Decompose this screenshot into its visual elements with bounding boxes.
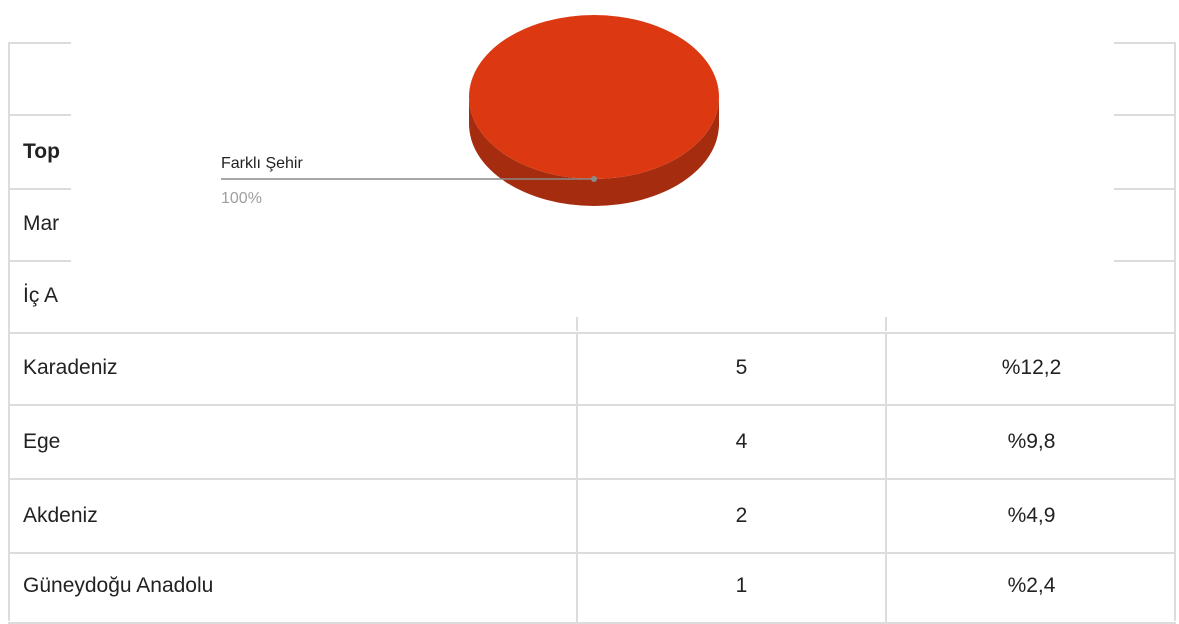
- column-divider: [576, 332, 578, 404]
- column-divider: [885, 406, 887, 478]
- row-label: Güneydoğu Anadolu: [23, 574, 214, 597]
- slice-percent-label: 100%: [221, 190, 262, 207]
- column-divider: [576, 480, 578, 552]
- row-label: Akdeniz: [23, 504, 98, 527]
- header-label: Top: [23, 140, 60, 163]
- table-row: İç A: [8, 260, 1176, 334]
- row-label: Mar: [23, 212, 60, 235]
- row-percent: %2,4: [1007, 574, 1056, 597]
- row-label: Ege: [23, 430, 61, 453]
- pie-slice[interactable]: [469, 15, 719, 179]
- row-count: 1: [735, 574, 748, 597]
- column-divider: [576, 406, 578, 478]
- column-divider-stub: [885, 317, 887, 331]
- row-percent: %4,9: [1007, 504, 1056, 527]
- column-divider: [885, 332, 887, 404]
- column-divider: [885, 550, 887, 622]
- row-count: 4: [735, 430, 748, 453]
- row-percent: %12,2: [1001, 356, 1062, 379]
- column-divider: [885, 480, 887, 552]
- row-count: 5: [735, 356, 748, 379]
- column-divider-stub: [576, 317, 578, 331]
- slice-label: Farklı Şehir: [221, 155, 303, 172]
- table-row: Karadeniz 5 %12,2: [8, 332, 1176, 406]
- table-left-border: [8, 42, 10, 621]
- column-divider: [576, 550, 578, 622]
- table-row: Ege 4 %9,8: [8, 406, 1176, 480]
- row-label: İç A: [23, 284, 59, 307]
- slice-leader-dot: [591, 176, 597, 182]
- table-row: Akdeniz 2 %4,9: [8, 480, 1176, 554]
- row-percent: %9,8: [1007, 430, 1056, 453]
- row-label: Karadeniz: [23, 356, 118, 379]
- row-count: 2: [735, 504, 748, 527]
- table-right-border: [1174, 42, 1176, 621]
